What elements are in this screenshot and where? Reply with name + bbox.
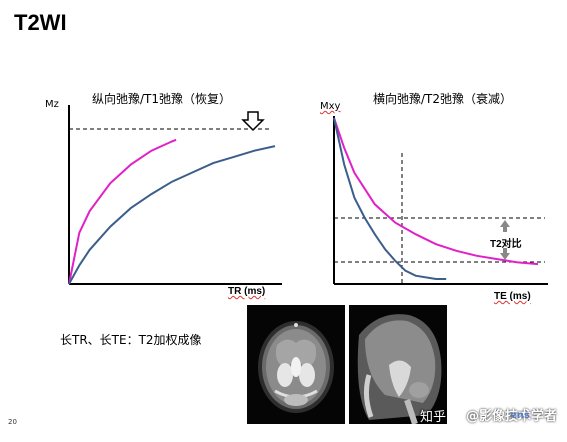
chart1-series — [68, 138, 276, 285]
chart-title-t1: 纵向弛豫/T1弛豫（恢复） — [92, 92, 232, 106]
watermark-ghost-text: ens — [510, 410, 530, 421]
mri-axial-drawing — [247, 305, 345, 424]
y-axis-label-mxy-text: Mxy — [320, 101, 341, 112]
watermark: 知乎 @影像技术学者 ens — [392, 402, 562, 428]
chart2-series-line-1 — [333, 117, 447, 280]
y-axis-label-mz: Mz — [45, 99, 59, 110]
mri-sagittal-drawing — [349, 305, 447, 424]
chart1-series-line-0 — [68, 138, 177, 285]
hollow-down-arrow-icon — [241, 111, 265, 132]
page-number: 20 — [8, 418, 17, 426]
chart-title-t2: 横向弛豫/T2弛豫（衰减） — [373, 92, 513, 106]
mri-sagittal-image — [349, 305, 447, 424]
chart2-series-line-0 — [333, 117, 539, 266]
chart2-series — [333, 117, 539, 280]
watermark-zhihu-text: 知乎 — [420, 410, 447, 425]
x-axis-label-te-text: TE (ms) — [494, 291, 531, 302]
x-axis-label-tr-text: TR (ms) — [228, 286, 266, 297]
caption: 长TR、长TE：T2加权成像 — [60, 333, 202, 347]
y-axis-label-mxy: Mxy — [320, 101, 340, 112]
mri-axial-image — [247, 305, 345, 424]
t2-contrast-label: T2对比 — [490, 239, 522, 250]
up-arrow-icon — [500, 220, 510, 232]
watermark-author-text: @影像技术学者 — [466, 409, 558, 424]
x-axis-label-te: TE (ms) — [494, 291, 531, 302]
x-axis-label-tr: TR (ms) — [228, 286, 265, 297]
chart1-series-line-1 — [68, 145, 276, 285]
slide-title: T2WI — [14, 10, 67, 35]
down-arrow-icon — [500, 248, 510, 260]
